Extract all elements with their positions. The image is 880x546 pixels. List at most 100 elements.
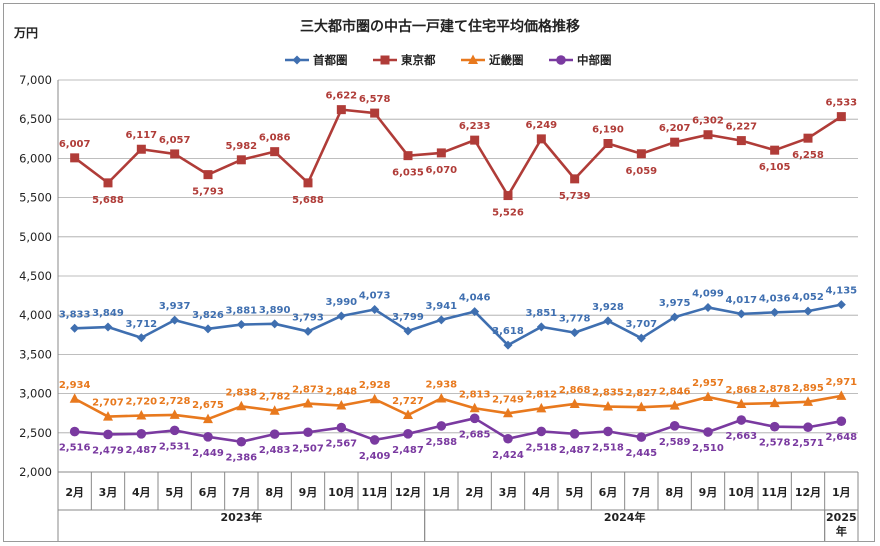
data-label: 2,707 xyxy=(92,398,124,409)
data-point xyxy=(703,391,713,401)
data-label: 2,424 xyxy=(492,450,524,461)
data-label: 6,057 xyxy=(159,135,191,146)
x-tick-label: 3月 xyxy=(99,486,118,499)
data-label: 4,036 xyxy=(759,293,791,304)
data-label: 6,302 xyxy=(692,116,724,127)
x-tick-label: 6月 xyxy=(599,486,618,499)
x-tick-label: 4月 xyxy=(132,486,151,499)
data-label: 3,799 xyxy=(392,312,424,323)
x-tick-label: 7月 xyxy=(232,486,251,499)
data-point xyxy=(669,400,680,410)
data-point xyxy=(336,105,346,115)
data-label: 4,099 xyxy=(692,288,724,299)
data-point xyxy=(769,397,780,408)
data-label: 4,073 xyxy=(359,290,391,301)
data-label: 2,727 xyxy=(392,396,424,407)
data-point xyxy=(303,178,313,188)
data-point xyxy=(770,145,780,155)
data-point xyxy=(603,401,613,411)
year-label-suffix: 年 xyxy=(836,524,847,538)
data-label: 2,648 xyxy=(826,432,858,443)
x-tick-label: 12月 xyxy=(795,486,821,499)
axes: 2,000 2,500 3,000 3,500 4,000 4,500 5,000 5,500… xyxy=(19,73,859,541)
data-label: 2,588 xyxy=(426,437,458,448)
x-tick-label: 6月 xyxy=(199,486,218,499)
data-point xyxy=(536,426,547,437)
data-label: 2,518 xyxy=(592,442,624,453)
data-point xyxy=(803,133,813,143)
data-label: 6,249 xyxy=(526,120,558,131)
year-label: 2025 xyxy=(826,511,857,524)
data-point xyxy=(270,319,280,329)
data-label: 2,487 xyxy=(392,445,424,456)
data-point xyxy=(636,333,646,343)
data-label: 6,258 xyxy=(792,150,824,161)
data-point xyxy=(403,326,413,336)
data-point xyxy=(503,433,513,444)
data-point xyxy=(436,148,446,158)
data-label: 2,567 xyxy=(326,439,358,450)
data-point xyxy=(670,312,680,322)
data-point xyxy=(70,153,80,163)
data-label: 5,688 xyxy=(292,195,324,206)
data-label: 2,507 xyxy=(292,443,324,454)
data-label: 2,531 xyxy=(159,441,191,452)
data-label: 3,793 xyxy=(292,312,324,323)
data-label: 3,990 xyxy=(326,297,358,308)
data-point xyxy=(703,302,713,312)
data-point xyxy=(303,398,313,408)
data-point xyxy=(336,311,346,321)
data-point xyxy=(670,137,680,147)
legend: 首都圏 東京都 近畿圏 中部圏 xyxy=(285,53,612,67)
chart-frame xyxy=(3,3,875,542)
data-label: 5,526 xyxy=(492,208,524,219)
data-point xyxy=(569,398,580,408)
x-tick-label: 2月 xyxy=(65,486,84,499)
data-label: 4,046 xyxy=(459,293,491,304)
data-label: 2,848 xyxy=(326,387,358,398)
data-point xyxy=(636,432,647,442)
data-point xyxy=(403,409,413,420)
data-point xyxy=(136,410,147,420)
data-point xyxy=(469,402,480,413)
data-label: 3,826 xyxy=(192,310,224,321)
data-label: 2,782 xyxy=(259,392,291,403)
data-label: 4,017 xyxy=(726,295,758,306)
data-point xyxy=(369,393,380,404)
data-point xyxy=(336,422,347,433)
x-tick-label: 10月 xyxy=(728,486,754,499)
x-tick-label: 8月 xyxy=(665,486,684,499)
data-label: 2,720 xyxy=(126,397,158,408)
data-label: 2,409 xyxy=(359,451,391,462)
data-point xyxy=(103,411,113,421)
y-tick-label: 4,000 xyxy=(19,308,52,322)
data-label: 2,445 xyxy=(626,448,658,459)
x-tick-label: 1月 xyxy=(832,486,851,499)
data-point xyxy=(536,402,547,413)
data-point xyxy=(380,55,390,65)
data-point xyxy=(303,427,313,438)
data-label: 3,707 xyxy=(626,319,658,330)
series-line xyxy=(73,108,843,197)
data-label: 2,934 xyxy=(59,380,91,391)
data-label: 2,449 xyxy=(192,448,224,459)
data-point xyxy=(236,400,247,411)
x-tick-label: 11月 xyxy=(362,486,388,499)
data-label: 3,975 xyxy=(659,298,691,309)
data-point xyxy=(369,435,380,445)
x-tick-label: 9月 xyxy=(299,486,318,499)
x-tick-label: 9月 xyxy=(699,486,718,499)
data-point xyxy=(69,393,80,403)
data-label: 3,849 xyxy=(92,308,124,319)
data-label: 3,941 xyxy=(426,301,458,312)
data-label: 2,487 xyxy=(559,445,591,456)
data-point xyxy=(803,396,813,406)
data-point xyxy=(103,429,113,440)
data-point xyxy=(69,426,80,437)
chart-title: 三大都市圏の中古一戸建て住宅平均価格推移 xyxy=(300,18,580,35)
data-label: 4,135 xyxy=(826,286,858,297)
data-label: 3,833 xyxy=(59,309,91,320)
